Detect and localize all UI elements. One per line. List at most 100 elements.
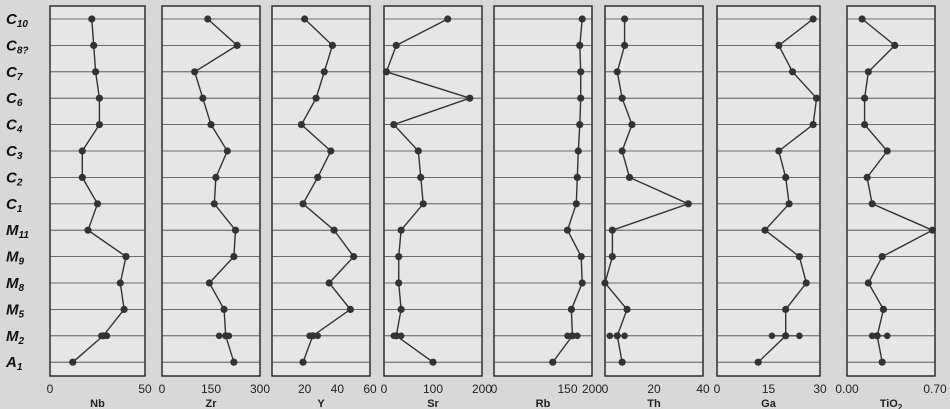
data-point-tio2-c2 [863,173,871,181]
data-point-y-c4 [297,121,305,129]
series-line-rb [552,18,583,363]
data-point-zr-c1 [210,200,218,208]
data-point-ga-c1 [785,200,793,208]
data-point-nb-m2 [99,332,107,340]
data-point-nb-m5 [120,305,128,313]
series-line-nb [72,18,127,363]
level-label-m9: M9 [6,249,25,268]
data-point-ga-m2 [782,332,790,340]
data-point-replicate [883,332,891,340]
data-point-nb-c4 [95,121,103,129]
data-point-rb-c1 [572,200,580,208]
tick-label: 60 [363,382,377,396]
data-point-th-c10 [621,15,629,23]
data-point-tio2-m9 [878,253,886,261]
data-point-replicate [215,332,223,340]
panel-frame [49,5,146,377]
data-point-rb-c10 [578,15,586,23]
tick-label: 0 [602,382,609,396]
data-point-th-m2 [613,332,621,340]
tick-label: 0 [491,382,498,396]
data-point-y-a1 [299,358,307,366]
axis-label-rb: Rb [536,398,551,409]
level-label-a1: A1 [5,354,23,373]
data-point-zr-c7 [191,68,199,76]
data-point-nb-m8 [116,279,124,287]
level-label-c8q: C8? [6,37,29,56]
axis-label-y: Y [317,398,325,409]
data-point-th-m5 [623,305,631,313]
level-labels: C10 C8? C7 C6 C4 C3 C2 C1 M11 M9 M8 M5 M2 A1 [5,11,29,373]
axis-label-zr: Zr [206,398,218,409]
data-point-zr-m11 [231,226,240,234]
level-label-c3: C3 [6,143,23,162]
data-point-th-c6 [618,94,626,102]
data-point-rb-m9 [577,253,585,261]
data-point-sr-c8q [392,41,400,50]
data-point-sr-c4 [390,121,398,129]
data-point-rb-m2 [568,332,577,340]
axis-label-th: Th [647,398,661,409]
data-point-replicate [768,332,776,340]
tick-label: 0.00 [835,382,859,396]
level-label-c10: C10 [6,11,28,30]
data-point-sr-c1 [419,200,427,208]
data-point-sr-c10 [444,15,452,23]
tick-label: 40 [331,382,345,396]
data-point-sr-m8 [395,279,403,287]
level-label-m11: M11 [6,222,29,241]
data-point-nb-m9 [122,253,130,261]
panel-rb: 0 150 200 Rb [491,5,602,409]
data-point-y-m11 [330,226,338,234]
axis-label-ga: Ga [761,398,777,409]
data-point-y-c6 [312,94,320,102]
level-label-m8: M8 [6,275,25,294]
level-label-c7: C7 [6,64,23,83]
data-point-th-c1 [684,200,692,208]
data-point-th-c3 [618,147,626,155]
data-point-rb-m11 [563,226,572,234]
data-point-zr-c2 [212,173,220,181]
data-point-rb-c8q [576,41,584,50]
panel-frame [846,5,936,377]
data-point-tio2-m5 [879,305,888,313]
data-point-y-m5 [346,305,354,313]
tick-label: 30 [813,382,827,396]
tick-label: 0 [714,382,721,396]
data-point-nb-a1 [69,358,77,366]
data-point-y-m9 [350,253,358,261]
level-label-m2: M2 [6,328,25,347]
panel-frame [161,5,261,377]
level-label-m5: M5 [6,301,25,320]
data-point-ga-c2 [782,173,790,181]
data-point-th-c7 [613,68,621,76]
data-point-rb-a1 [549,358,557,366]
data-point-replicate [397,332,405,340]
panel-nb: 0 50 Nb [47,5,152,409]
data-point-tio2-c4 [861,121,869,129]
data-point-ga-c10 [809,15,817,23]
data-point-sr-m9 [395,253,403,261]
data-point-sr-m5 [397,305,405,313]
data-point-ga-c8q [775,41,783,50]
data-point-tio2-c6 [861,94,869,102]
data-point-zr-a1 [230,358,238,366]
panel-zr: 0 150 300 Zr [159,5,270,409]
data-point-y-c8q [328,41,337,50]
data-point-tio2-c7 [864,68,872,76]
data-point-tio2-c10 [858,15,866,23]
data-point-rb-c3 [574,147,582,155]
panel-frame [604,5,704,377]
data-point-replicate [621,332,628,340]
data-point-y-m8 [325,279,333,287]
tick-label: 100 [423,382,443,396]
data-point-sr-c6 [466,94,474,102]
data-point-rb-c6 [577,94,585,102]
data-point-th-m8 [601,279,609,287]
axis-label-tio2: TiO2 [880,398,903,409]
data-point-nb-c7 [92,68,100,76]
data-point-y-c2 [314,173,322,181]
series-line-th [604,19,691,363]
